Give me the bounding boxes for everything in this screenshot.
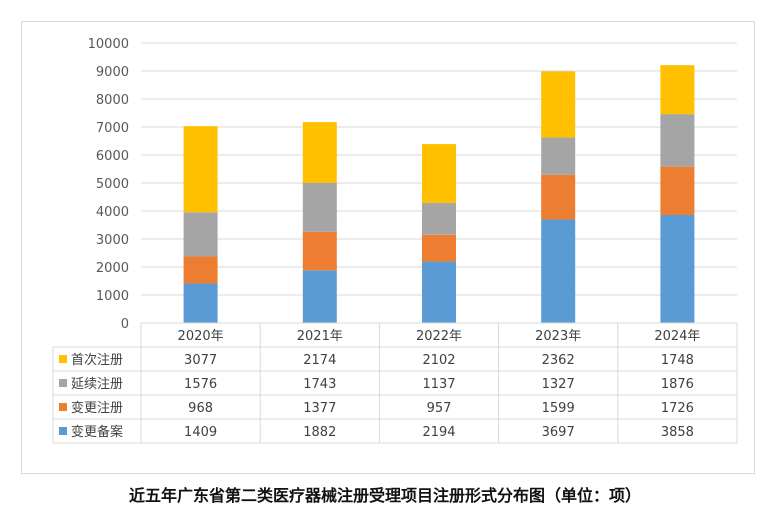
data-value: 2102 <box>422 353 455 368</box>
bar-segment-1-0 <box>302 270 337 323</box>
bar-segment-4-0 <box>660 214 695 323</box>
legend-label: 延续注册 <box>71 377 123 392</box>
stacked-bar-chart: 0 1000 2000 3000 4000 5000 6000 7000 8000 9000 100… <box>52 37 738 444</box>
data-value: 1137 <box>422 377 455 392</box>
chart-caption: 近五年广东省第二类医疗器械注册受理项目注册形式分布图（单位：项） <box>128 486 641 505</box>
data-value: 3697 <box>542 425 575 440</box>
y-tick-label: 6000 <box>96 149 129 164</box>
y-tick-label: 5000 <box>96 177 129 192</box>
bar-segment-0-2 <box>183 212 218 257</box>
data-value: 1876 <box>661 377 694 392</box>
bar-segment-2-1 <box>422 234 456 262</box>
y-tick-label: 10000 <box>88 37 129 52</box>
data-value: 1743 <box>303 377 336 392</box>
data-value: 1377 <box>303 401 336 416</box>
bar-segment-1-3 <box>302 122 337 183</box>
bar-segment-2-2 <box>422 202 456 235</box>
data-value: 1882 <box>303 425 336 440</box>
data-value: 1726 <box>661 401 694 416</box>
bar-segment-0-3 <box>183 126 218 213</box>
data-value: 3858 <box>661 425 694 440</box>
bar-segment-1-2 <box>302 182 337 232</box>
legend-key-0 <box>59 427 67 435</box>
category-label: 2022年 <box>416 329 462 344</box>
data-value: 1748 <box>661 353 694 368</box>
bar-segment-3-1 <box>541 174 576 220</box>
data-value: 1576 <box>184 377 217 392</box>
legend-label: 首次注册 <box>71 352 123 368</box>
y-tick-label: 7000 <box>96 121 129 136</box>
category-label: 2024年 <box>654 329 700 344</box>
legend-label: 变更注册 <box>71 400 123 416</box>
bar-segment-1-1 <box>302 231 337 271</box>
data-value: 968 <box>188 401 213 416</box>
bar-segment-4-2 <box>660 114 695 167</box>
bar-segment-4-1 <box>660 166 695 215</box>
legend-label: 变更备案 <box>71 424 123 440</box>
bar-segment-3-3 <box>541 71 576 138</box>
data-value: 957 <box>427 401 452 416</box>
bar-segment-2-0 <box>422 261 456 323</box>
data-value: 1327 <box>542 377 575 392</box>
bar-segment-2-3 <box>422 144 456 203</box>
data-value: 3077 <box>184 353 217 368</box>
legend-key-3 <box>59 355 67 363</box>
data-value: 2194 <box>422 425 455 440</box>
y-tick-label: 8000 <box>96 93 129 108</box>
y-tick-label: 9000 <box>96 65 129 80</box>
category-label: 2023年 <box>535 329 581 344</box>
bar-segment-0-1 <box>183 256 218 284</box>
bar-segment-0-0 <box>183 283 218 323</box>
chart-frame <box>21 21 755 474</box>
y-tick-label: 3000 <box>96 233 129 248</box>
data-value: 2174 <box>303 353 336 368</box>
data-value: 1409 <box>184 425 217 440</box>
bar-segment-3-2 <box>541 137 576 175</box>
bar-segment-3-0 <box>541 219 576 323</box>
y-tick-label: 0 <box>121 317 129 332</box>
y-tick-label: 2000 <box>96 261 129 276</box>
data-value: 1599 <box>542 401 575 416</box>
category-label: 2020年 <box>178 329 224 344</box>
legend-key-2 <box>59 379 67 387</box>
bar-segment-4-3 <box>660 65 695 115</box>
data-value: 2362 <box>542 353 575 368</box>
y-tick-label: 1000 <box>96 289 129 304</box>
category-label: 2021年 <box>297 329 343 344</box>
legend-key-1 <box>59 403 67 411</box>
y-tick-label: 4000 <box>96 205 129 220</box>
